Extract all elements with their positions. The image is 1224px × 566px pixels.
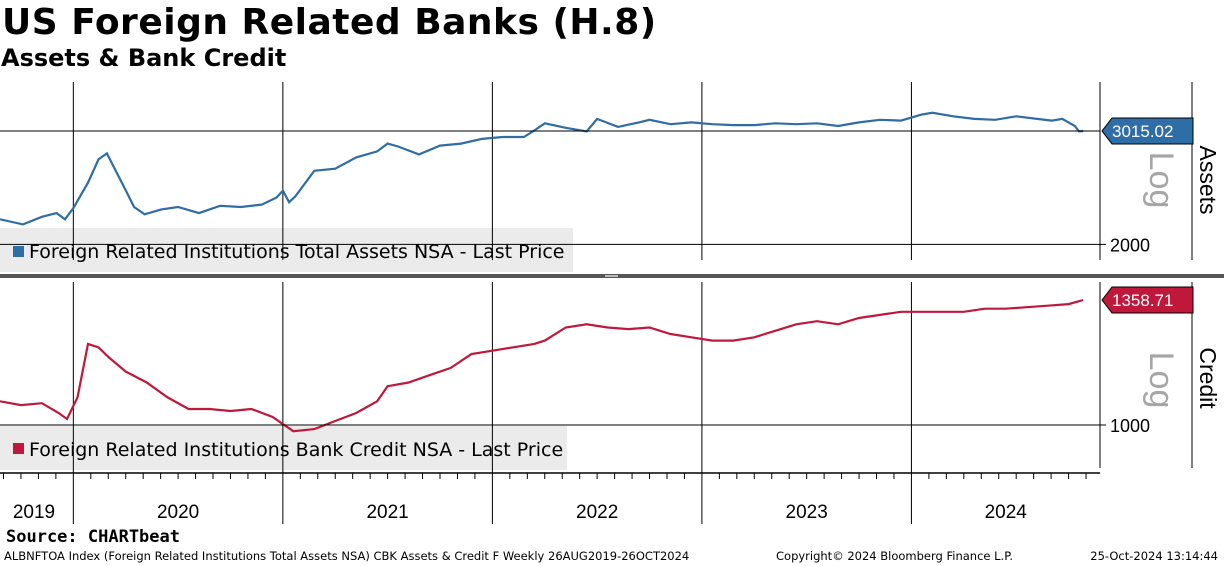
assets-panel: Foreign Related Institutions Total Asset… (0, 82, 1221, 272)
credit-series-line (0, 298, 1084, 433)
x-tick-label: 2020 (157, 502, 199, 523)
chart-subtitle: Assets & Bank Credit (1, 44, 287, 72)
assets-legend-swatch (13, 246, 24, 257)
credit-legend-swatch (13, 443, 24, 454)
credit-legend-label: Foreign Related Institutions Bank Credit… (29, 439, 563, 461)
assets-legend-box (0, 228, 573, 272)
credit-axis-title: Credit (1195, 347, 1221, 409)
assets-y-tick-label: 2000 (1110, 235, 1150, 255)
timestamp: 25-Oct-2024 13:14:44 (1090, 549, 1218, 563)
assets-log-label: Log (1142, 152, 1180, 209)
assets-series-line (0, 111, 1084, 226)
credit-last-price-tag: 1358.71 (1101, 286, 1194, 314)
assets-last-price-tag: 3015.02 (1101, 117, 1194, 145)
x-tick-label: 2023 (786, 502, 828, 523)
copyright: Copyright© 2024 Bloomberg Finance L.P. (776, 549, 1013, 563)
x-tick-label: 2019 (13, 502, 55, 523)
credit-last-price-label: 1358.71 (1112, 291, 1173, 310)
credit-panel: Foreign Related Institutions Bank Credit… (0, 282, 1221, 473)
x-tick-label: 2022 (576, 502, 618, 523)
assets-axis-title: Assets (1195, 145, 1221, 214)
x-tick-label: 2024 (985, 502, 1028, 523)
index-info: ALBNFTOA Index (Foreign Related Institut… (4, 549, 690, 563)
chart-title: US Foreign Related Banks (H.8) (2, 2, 657, 43)
credit-y-tick-label: 1000 (1110, 416, 1150, 436)
assets-last-price-label: 3015.02 (1112, 122, 1173, 141)
assets-legend-label: Foreign Related Institutions Total Asset… (29, 241, 565, 263)
credit-legend-box (0, 426, 567, 470)
x-tick-label: 2021 (366, 502, 408, 523)
x-axis: 2019 2020 2021 2022 2023 2024 (0, 472, 1100, 524)
source-label: Source: CHARTbeat (6, 527, 180, 547)
credit-log-label: Log (1142, 352, 1180, 409)
